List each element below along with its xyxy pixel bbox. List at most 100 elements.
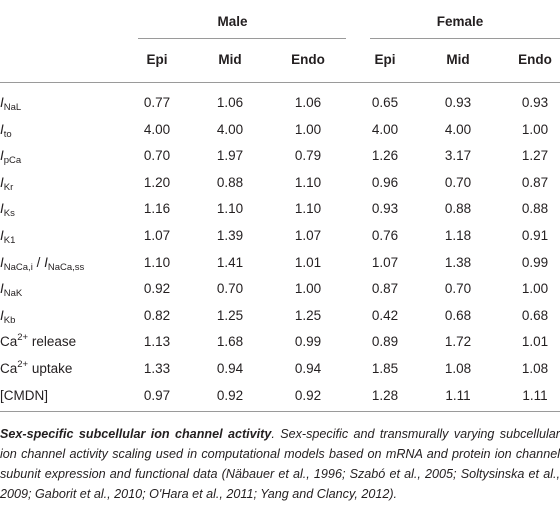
row-label: IpCa bbox=[0, 148, 22, 167]
row-label: Ca2+ release bbox=[0, 332, 77, 350]
value-cell: 1.39 bbox=[216, 228, 244, 243]
value-cell: 0.68 bbox=[444, 307, 472, 323]
value-cell: 1.20 bbox=[143, 174, 171, 190]
value-cell: 0.92 bbox=[143, 281, 171, 297]
value-cell: 1.00 bbox=[294, 281, 322, 297]
column-header: Mid bbox=[446, 52, 470, 67]
label-part: Ks bbox=[3, 208, 15, 220]
header-rule bbox=[0, 82, 560, 83]
label-part: I bbox=[44, 254, 48, 270]
caption-lead: Sex-specific subcellular ion channel act… bbox=[0, 427, 272, 441]
value-cell: 0.88 bbox=[444, 201, 472, 217]
value-cell: 1.97 bbox=[216, 148, 244, 164]
group-header: Female bbox=[436, 14, 484, 29]
value-cell: 0.96 bbox=[371, 174, 399, 190]
value-cell: 1.16 bbox=[143, 201, 171, 217]
label-part: NaL bbox=[3, 102, 22, 113]
value-cell: 1.07 bbox=[371, 254, 399, 270]
value-cell: 1.72 bbox=[444, 334, 472, 350]
column-header: Endo bbox=[291, 52, 325, 67]
label-part: K1 bbox=[3, 235, 16, 246]
column-header: Epi bbox=[146, 52, 168, 67]
value-cell: 0.97 bbox=[143, 387, 171, 403]
value-cell: 0.93 bbox=[521, 95, 549, 110]
value-cell: 1.27 bbox=[521, 148, 549, 164]
label-part: I bbox=[0, 95, 4, 110]
value-cell: 0.88 bbox=[521, 201, 549, 217]
row-label: Ca2+ uptake bbox=[0, 359, 73, 376]
label-part: Ca bbox=[0, 334, 18, 350]
value-cell: 1.13 bbox=[143, 334, 171, 350]
label-part: Kr bbox=[3, 181, 14, 193]
row-label: IKb bbox=[0, 307, 16, 326]
value-cell: 1.00 bbox=[294, 121, 322, 137]
value-cell: 1.10 bbox=[294, 174, 322, 190]
value-cell: 0.99 bbox=[521, 254, 549, 270]
value-cell: 1.08 bbox=[444, 361, 472, 376]
value-cell: 4.00 bbox=[216, 121, 244, 137]
value-cell: 0.92 bbox=[294, 387, 322, 403]
value-cell: 1.06 bbox=[216, 95, 244, 110]
value-cell: 1.28 bbox=[371, 387, 399, 403]
value-cell: 1.11 bbox=[445, 387, 471, 403]
value-cell: 0.91 bbox=[521, 228, 549, 243]
label-part: Kb bbox=[3, 314, 16, 326]
label-part: pCa bbox=[3, 155, 22, 167]
row-label: INaL bbox=[0, 95, 22, 113]
label-part: I bbox=[0, 148, 4, 164]
value-cell: 0.70 bbox=[143, 148, 171, 164]
label-part: 2+ bbox=[17, 359, 29, 370]
label-part: 2+ bbox=[17, 332, 29, 344]
label-part: NaK bbox=[3, 288, 23, 300]
value-cell: 1.10 bbox=[294, 201, 322, 217]
label-part: I bbox=[0, 121, 4, 137]
value-cell: 0.89 bbox=[371, 334, 399, 350]
value-cell: 1.01 bbox=[294, 254, 322, 270]
label-part: I bbox=[0, 174, 4, 190]
value-cell: 1.18 bbox=[444, 228, 472, 243]
label-part: I bbox=[0, 281, 4, 297]
value-cell: 0.99 bbox=[294, 334, 322, 350]
value-cell: 1.33 bbox=[143, 361, 171, 376]
value-cell: 0.70 bbox=[444, 174, 472, 190]
value-cell: 1.26 bbox=[371, 148, 399, 164]
bottom-rule bbox=[0, 411, 560, 412]
label-part: NaCa,ss bbox=[47, 261, 85, 273]
value-cell: 4.00 bbox=[444, 121, 472, 137]
row-label: INaCa,i / INaCa,ss bbox=[0, 254, 85, 273]
value-cell: 0.82 bbox=[143, 307, 171, 323]
row-label: IKr bbox=[0, 174, 14, 193]
group-rule bbox=[138, 38, 346, 39]
row-label: INaK bbox=[0, 281, 23, 300]
value-cell: 0.68 bbox=[521, 307, 549, 323]
value-cell: 4.00 bbox=[143, 121, 171, 137]
label-part: Ca bbox=[0, 361, 18, 376]
value-cell: 0.70 bbox=[444, 281, 472, 297]
value-cell: 1.41 bbox=[216, 254, 244, 270]
label-part: I bbox=[0, 228, 4, 243]
group-rule bbox=[370, 38, 560, 39]
row-label: IK1 bbox=[0, 228, 16, 246]
column-header: Endo bbox=[518, 52, 552, 67]
value-cell: 1.38 bbox=[444, 254, 472, 270]
group-header: Male bbox=[217, 14, 248, 29]
value-cell: 1.10 bbox=[143, 254, 171, 270]
label-part: uptake bbox=[28, 361, 73, 376]
value-cell: 1.25 bbox=[216, 307, 244, 323]
value-cell: 1.68 bbox=[216, 334, 244, 350]
row-label: IKs bbox=[0, 201, 15, 220]
value-cell: 0.70 bbox=[216, 281, 244, 297]
row-label: [CMDN] bbox=[0, 388, 48, 403]
label-part: release bbox=[28, 334, 77, 350]
label-part: I bbox=[0, 307, 4, 323]
label-part: to bbox=[3, 128, 12, 140]
value-cell: 4.00 bbox=[371, 121, 399, 137]
caption-text: . Sex-specific and transmurally varying … bbox=[0, 427, 560, 501]
value-cell: 0.76 bbox=[371, 228, 399, 243]
column-header: Mid bbox=[218, 52, 242, 67]
value-cell: 0.65 bbox=[371, 95, 399, 110]
value-cell: 1.00 bbox=[521, 121, 549, 137]
value-cell: 3.17 bbox=[444, 148, 472, 164]
value-cell: 1.06 bbox=[294, 95, 322, 110]
